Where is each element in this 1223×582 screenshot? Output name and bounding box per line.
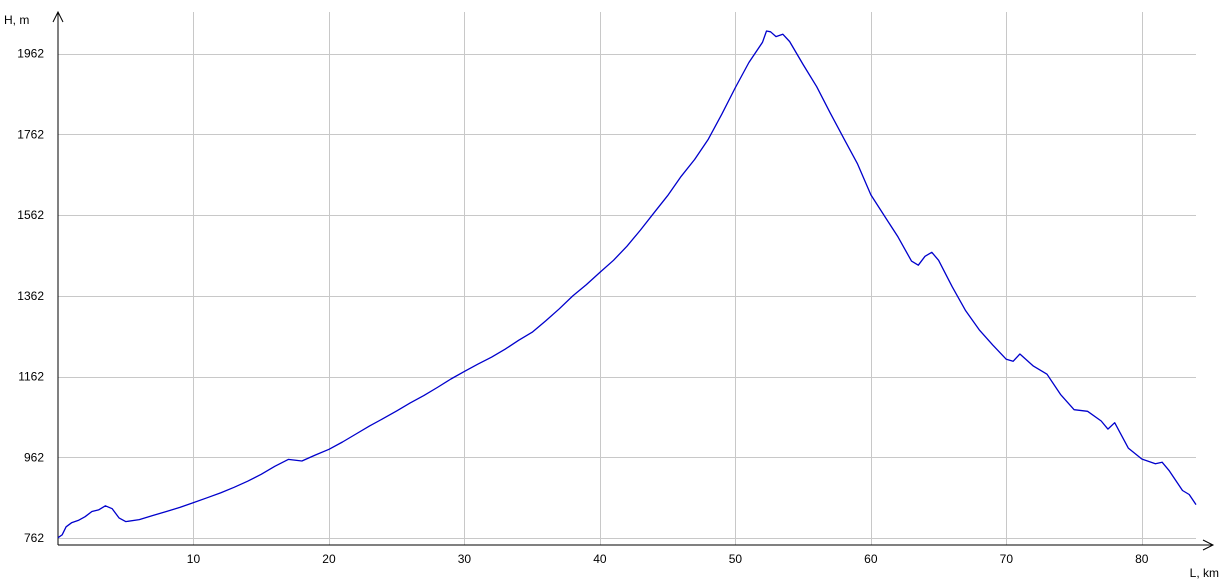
y-gridlines [58, 54, 1196, 539]
elevation-series-line [57, 30, 1197, 539]
y-tick-label: 1162 [18, 370, 44, 384]
y-tick-label: 962 [24, 450, 44, 464]
y-axis-title: H, m [4, 13, 29, 27]
x-tick-label: 40 [593, 552, 607, 566]
y-axis-arrow-icon [52, 10, 64, 23]
x-axis-arrow-icon [1202, 539, 1215, 551]
x-tick-label: 20 [322, 552, 336, 566]
x-tick-label: 50 [729, 552, 743, 566]
y-tick-labels: 762 962 1162 1362 1562 1762 1962 [17, 47, 44, 546]
y-tick-label: 1962 [17, 47, 44, 61]
x-gridlines [193, 12, 1143, 545]
x-tick-label: 10 [187, 552, 201, 566]
x-tick-label: 60 [864, 552, 878, 566]
x-tick-labels: 10 20 30 40 50 60 70 80 [187, 552, 1149, 566]
x-axis-title: L, km [1190, 566, 1219, 580]
y-tick-label: 1762 [17, 127, 44, 141]
y-tick-label: 762 [24, 531, 44, 545]
y-tick-label: 1562 [17, 208, 44, 222]
x-tick-label: 80 [1135, 552, 1149, 566]
x-tick-label: 30 [458, 552, 472, 566]
x-tick-label: 70 [1000, 552, 1014, 566]
y-tick-label: 1362 [17, 289, 44, 303]
